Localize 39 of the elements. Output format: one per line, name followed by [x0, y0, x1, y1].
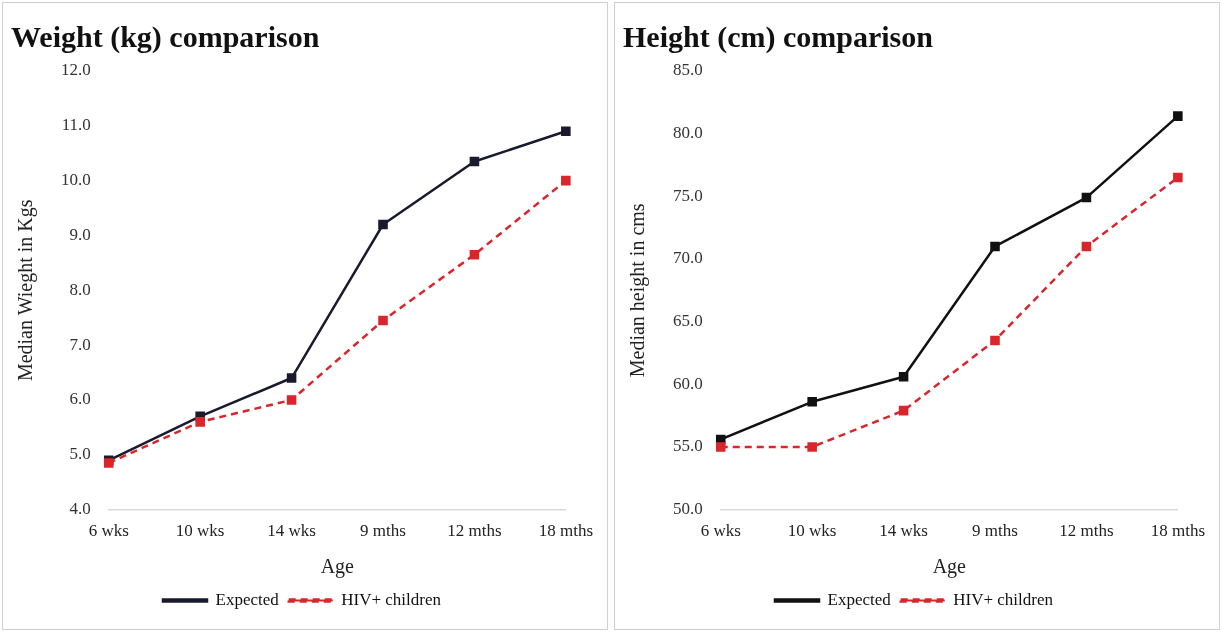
legend-label: HIV+ children [953, 589, 1054, 609]
y-tick-label: 12.0 [61, 60, 91, 80]
legend-label: Expected [215, 589, 280, 609]
x-axis-title: Age [932, 555, 967, 579]
legend-label: HIV+ children [341, 589, 442, 609]
y-tick-label: 5.0 [69, 444, 91, 464]
y-tick-label: 9.0 [69, 224, 91, 244]
x-tick-label: 9 mths [360, 521, 406, 541]
x-tick-label: 18 mths [538, 521, 593, 541]
y-tick-label: 7.0 [69, 334, 91, 354]
x-tick-label: 6 wks [88, 521, 129, 541]
chart-title: Weight (kg) comparison [11, 19, 320, 54]
y-tick-label: 10.0 [61, 170, 91, 190]
y-tick-label: 80.0 [673, 123, 703, 143]
y-tick-label: 11.0 [61, 115, 91, 135]
x-tick-label: 9 mths [972, 521, 1018, 541]
x-tick-label: 6 wks [700, 521, 741, 541]
x-tick-label: 12 mths [1059, 521, 1114, 541]
x-tick-label: 14 wks [267, 521, 316, 541]
y-tick-label: 75.0 [673, 185, 703, 205]
y-tick-label: 6.0 [69, 389, 91, 409]
x-tick-label: 14 wks [879, 521, 928, 541]
x-tick-label: 12 mths [447, 521, 502, 541]
x-tick-label: 10 wks [787, 521, 837, 541]
chart-title: Height (cm) comparison [623, 19, 934, 54]
y-axis-title: Median height in cms [626, 203, 650, 378]
x-axis-title: Age [320, 555, 355, 579]
y-tick-label: 50.0 [673, 499, 703, 519]
y-tick-label: 85.0 [673, 60, 703, 80]
y-axis-title: Median Wieght in Kgs [14, 199, 38, 382]
y-tick-label: 55.0 [673, 436, 703, 456]
x-tick-label: 18 mths [1150, 521, 1205, 541]
legend-label: Expected [827, 589, 892, 609]
y-tick-label: 4.0 [69, 499, 91, 519]
y-tick-label: 70.0 [673, 248, 703, 268]
x-tick-label: 10 wks [175, 521, 225, 541]
y-tick-label: 60.0 [673, 373, 703, 393]
y-tick-label: 8.0 [69, 279, 91, 299]
y-tick-label: 65.0 [673, 311, 703, 331]
